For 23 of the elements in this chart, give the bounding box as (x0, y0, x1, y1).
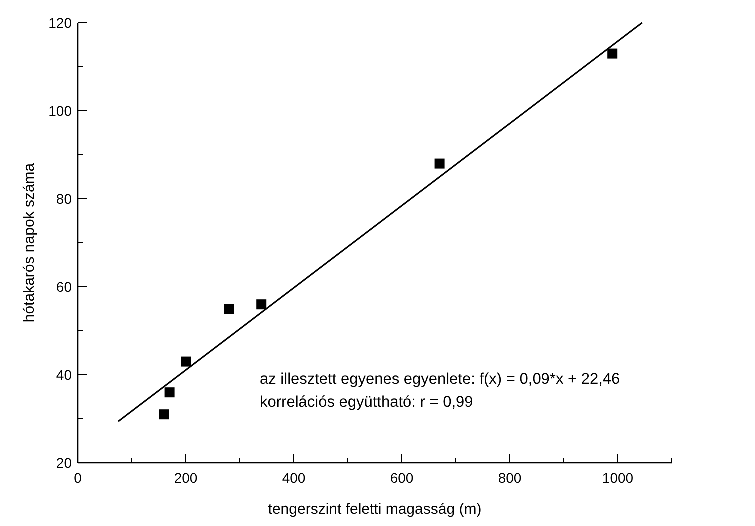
y-tick-label: 80 (56, 191, 72, 207)
y-tick-label: 60 (56, 279, 72, 295)
x-tick-label: 200 (174, 470, 198, 486)
x-tick-label: 800 (498, 470, 522, 486)
y-tick-label: 120 (48, 15, 72, 31)
point (608, 48, 618, 59)
point (224, 304, 234, 314)
x-tick-label: 0 (74, 470, 82, 486)
point (256, 300, 267, 310)
annotation: az illesztett egyenes egyenlete: f(x) = 0,09*x + 22,46 (260, 371, 620, 388)
point (434, 158, 445, 169)
x-tick-label: 400 (282, 470, 306, 486)
y-tick-label: 20 (56, 455, 72, 471)
point (164, 388, 175, 398)
annotation: korrelációs együttható: r = 0,99 (260, 394, 474, 411)
x-tick-label: 1000 (602, 470, 634, 486)
x-tick-label: 600 (390, 470, 414, 486)
x-axis-title: tengerszint feletti magasság (m) (268, 501, 482, 518)
y-axis-title: hótakarós napok száma (21, 162, 38, 323)
point (181, 356, 191, 367)
point (159, 410, 170, 420)
y-tick-label: 100 (48, 103, 72, 119)
y-tick-label: 40 (56, 367, 72, 383)
